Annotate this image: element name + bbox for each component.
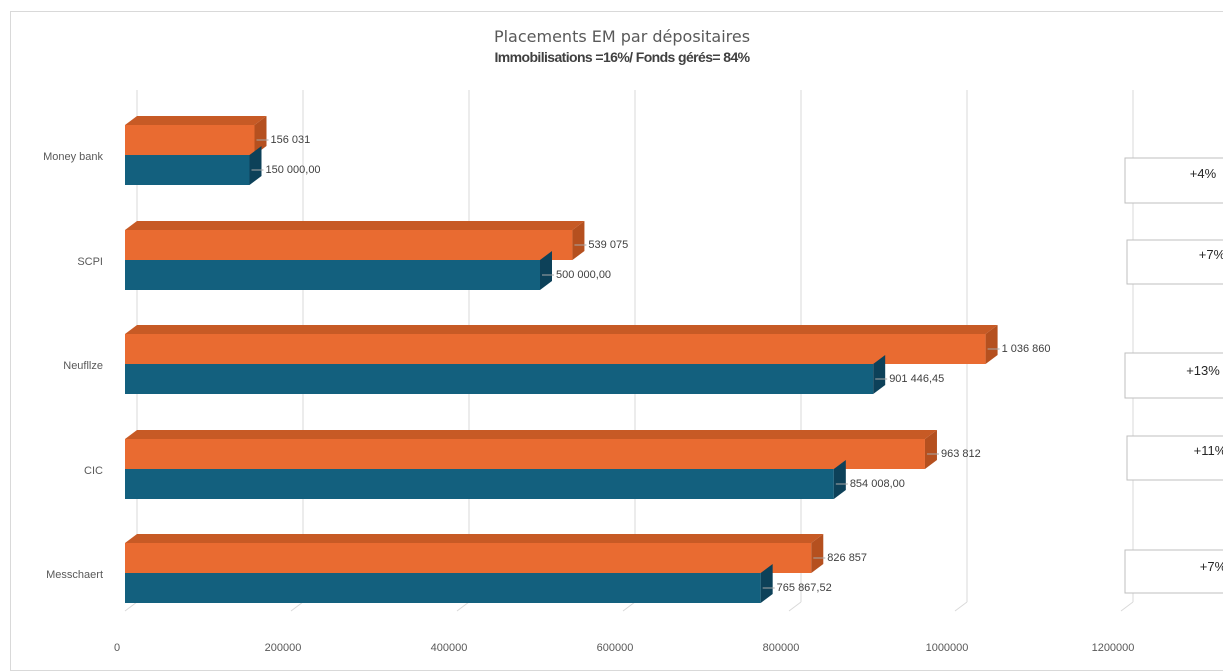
gridline-floor <box>622 601 636 612</box>
growth-annotation: +7% <box>1124 549 1223 594</box>
gridline-floor <box>456 601 470 612</box>
data-labels: 156 031 150 000,00 539 075 500 000,00 1 036 … <box>251 134 1051 594</box>
growth-annotation: +11% <box>1126 435 1223 481</box>
x-tick-label: 600000 <box>597 642 634 654</box>
bar-front <box>125 469 834 499</box>
bar-scpi-s1 <box>125 221 585 260</box>
bar-side <box>833 460 846 499</box>
data-label: 826 857 <box>827 552 867 564</box>
bar-scpi-s2 <box>125 251 552 290</box>
annotation-text: +11% <box>1194 443 1223 458</box>
annotation-text: +13% <box>1186 363 1220 378</box>
bar-top <box>125 221 585 230</box>
bar-front <box>125 543 812 573</box>
annotation-text: +7% <box>1200 559 1223 574</box>
category-label: CIC <box>84 465 103 477</box>
bar-front <box>125 573 761 603</box>
annotation-text: +4% <box>1190 166 1217 181</box>
x-tick-label: 0 <box>114 642 120 654</box>
data-label: 500 000,00 <box>556 269 611 281</box>
bar-messchaert-s1 <box>125 534 824 573</box>
bar-side <box>254 116 267 155</box>
bar-side <box>760 564 773 603</box>
bar-top <box>125 116 267 125</box>
bar-front <box>125 155 250 185</box>
x-tick-label: 400000 <box>431 642 468 654</box>
bar-cic-s2 <box>125 460 846 499</box>
gridline-floor <box>788 601 802 612</box>
category-label: Neufllze <box>63 360 103 372</box>
bar-side <box>985 325 998 364</box>
chart-title: Placements EM par dépositaires <box>494 27 750 46</box>
data-label: 854 008,00 <box>850 478 905 490</box>
gridline-floor <box>954 601 968 612</box>
x-tick-label: 1200000 <box>1092 642 1135 654</box>
bar-chart: 156 031 150 000,00 539 075 500 000,00 1 036 … <box>43 27 1223 654</box>
data-label: 156 031 <box>271 134 311 146</box>
annotation-box <box>1126 239 1223 285</box>
bar-top <box>125 534 824 543</box>
bar-moneybank-s2 <box>125 146 262 185</box>
bar-neuflize-s2 <box>125 355 886 394</box>
data-label: 765 867,52 <box>777 582 832 594</box>
category-label: Money bank <box>43 151 103 163</box>
x-tick-label: 1000000 <box>926 642 969 654</box>
bar-side <box>572 221 585 260</box>
category-label: SCPI <box>77 256 103 268</box>
bars <box>125 116 998 603</box>
annotation-box <box>1124 157 1223 204</box>
bar-front <box>125 334 986 364</box>
bar-side <box>811 534 824 573</box>
bar-front <box>125 364 874 394</box>
growth-annotation: +7% <box>1126 239 1223 285</box>
annotation-box <box>1124 352 1223 399</box>
bar-side <box>924 430 937 469</box>
annotation-boxes: +4% +7% +13% +11% +7% <box>1124 157 1223 594</box>
data-label: 963 812 <box>941 448 981 460</box>
x-axis-ticks: 0 200000 400000 600000 800000 1000000 1200000 <box>114 642 1134 654</box>
gridline-floor <box>290 601 304 612</box>
bar-cic-s1 <box>125 430 937 469</box>
x-tick-label: 800000 <box>763 642 800 654</box>
bar-moneybank-s1 <box>125 116 267 155</box>
growth-annotation: +13% <box>1124 352 1223 399</box>
data-label: 1 036 860 <box>1002 343 1051 355</box>
bar-front <box>125 439 925 469</box>
bar-top <box>125 430 937 439</box>
annotation-box <box>1124 549 1223 594</box>
bar-side <box>873 355 886 394</box>
bar-front <box>125 260 540 290</box>
growth-annotation: +4% <box>1124 157 1223 204</box>
gridline-floor <box>124 601 138 612</box>
data-label: 901 446,45 <box>889 373 944 385</box>
chart-subtitle: Immobilisations =16%/ Fonds gérés= 84% <box>495 49 751 65</box>
annotation-box <box>1126 435 1223 481</box>
data-label: 539 075 <box>588 239 628 251</box>
bar-neuflize-s1 <box>125 325 998 364</box>
bar-side <box>540 251 552 290</box>
bar-side <box>249 146 262 185</box>
bar-front <box>125 125 255 155</box>
category-labels: Money bank SCPI Neufllze CIC Messchaert <box>43 151 103 581</box>
data-label: 150 000,00 <box>266 164 321 176</box>
x-tick-label: 200000 <box>265 642 302 654</box>
category-label: Messchaert <box>46 569 103 581</box>
annotation-text: +7% <box>1199 247 1223 262</box>
bar-messchaert-s2 <box>125 564 773 603</box>
gridline-floor <box>1120 601 1134 612</box>
bar-top <box>125 325 998 334</box>
bar-front <box>125 230 573 260</box>
